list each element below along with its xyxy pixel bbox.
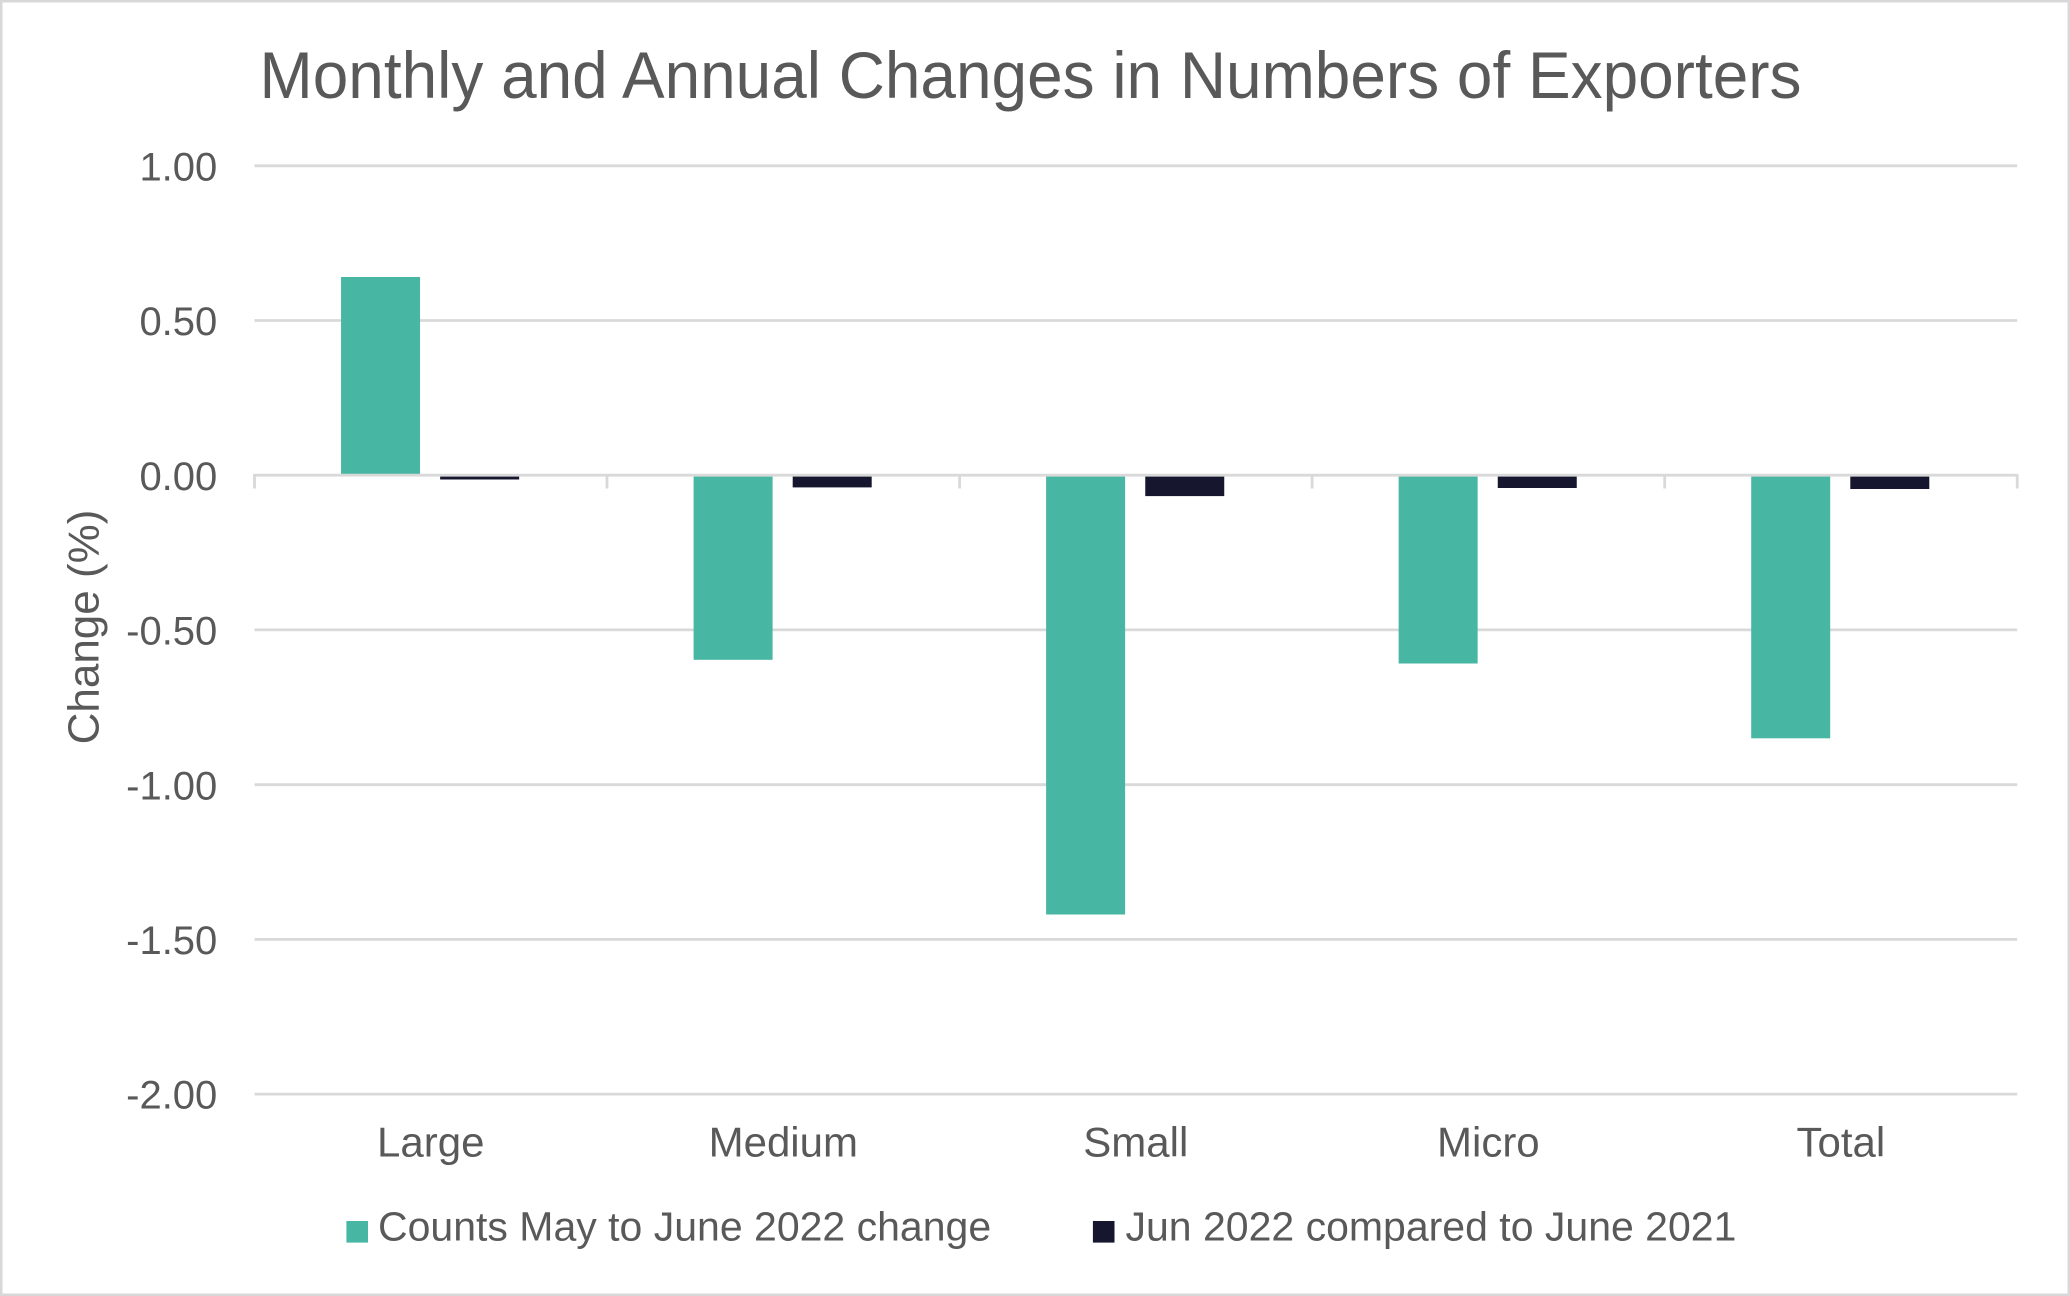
svg-text:0.00: 0.00: [139, 455, 217, 499]
svg-text:-1.00: -1.00: [126, 764, 217, 808]
svg-text:1.00: 1.00: [139, 145, 217, 189]
svg-text:Total: Total: [1797, 1119, 1886, 1166]
svg-text:Monthly and Annual Changes in: Monthly and Annual Changes in Numbers of…: [260, 38, 1802, 112]
svg-text:0.50: 0.50: [139, 300, 217, 344]
svg-text:-1.50: -1.50: [126, 919, 217, 963]
svg-text:Counts May to June 2022 change: Counts May to June 2022 change: [378, 1204, 991, 1250]
svg-text:Medium: Medium: [709, 1119, 858, 1166]
svg-text:Micro: Micro: [1437, 1119, 1540, 1166]
svg-text:-2.00: -2.00: [126, 1074, 217, 1118]
svg-text:Large: Large: [377, 1119, 484, 1166]
svg-text:Jun 2022 compared to June 2021: Jun 2022 compared to June 2021: [1126, 1204, 1737, 1250]
svg-text:Change (%): Change (%): [60, 510, 109, 745]
svg-text:Small: Small: [1083, 1119, 1188, 1166]
svg-text:-0.50: -0.50: [126, 610, 217, 654]
